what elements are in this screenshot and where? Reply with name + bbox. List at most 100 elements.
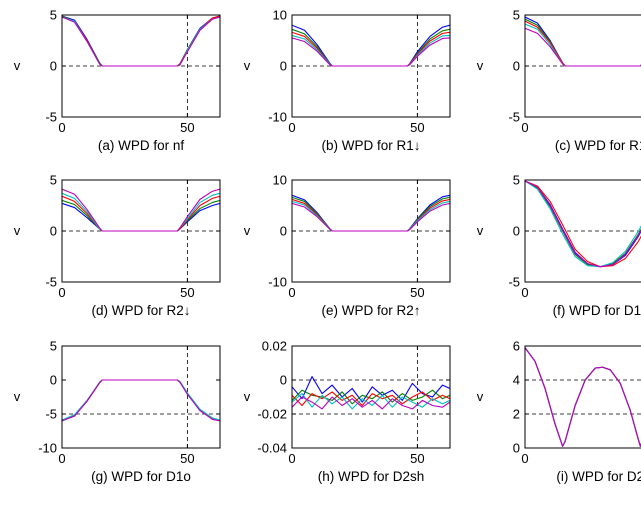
y-tick-label: -5	[45, 110, 57, 125]
chart-caption: (c) WPD for R1↑	[555, 138, 641, 153]
series-line-5	[62, 16, 220, 67]
y-tick-label: 0	[50, 224, 57, 239]
series-line-4	[292, 393, 450, 410]
y-tick-label: 4	[513, 373, 520, 388]
y-axis-label: v	[477, 58, 484, 73]
x-tick-label: 50	[410, 285, 424, 300]
y-tick-label: 5	[513, 173, 520, 188]
x-tick-label: 0	[58, 285, 65, 300]
y-axis-label: v	[244, 223, 251, 238]
x-tick-label: 0	[521, 120, 528, 135]
y-axis-label: v	[477, 389, 484, 404]
chart-panel-9: 0246050v(i) WPD for D2o	[477, 339, 641, 484]
x-tick-label: 0	[288, 451, 295, 466]
y-tick-label: -0.04	[257, 441, 287, 456]
series-group	[292, 194, 450, 232]
axes-frame	[61, 345, 221, 449]
series-group	[525, 347, 641, 447]
axes-frame	[524, 345, 641, 449]
chart-caption: (e) WPD for R2↑	[321, 303, 420, 318]
y-tick-label: 5	[50, 173, 57, 188]
y-axis-label: v	[244, 58, 251, 73]
x-tick-label: 50	[410, 120, 424, 135]
y-tick-label: 0	[280, 373, 287, 388]
y-axis-label: v	[14, 223, 21, 238]
x-tick-label: 0	[521, 285, 528, 300]
y-tick-label: -10	[38, 441, 57, 456]
y-tick-label: 5	[513, 8, 520, 23]
y-tick-label: 5	[50, 339, 57, 354]
chart-caption: (b) WPD for R1↓	[321, 138, 420, 153]
chart-caption: (i) WPD for D2o	[556, 469, 641, 484]
y-tick-label: 0	[280, 224, 287, 239]
series-group	[292, 24, 450, 67]
chart-panel-8: -0.04 -0.02 0 0.02 0 50 v (h) WPD for D2sh	[244, 339, 451, 484]
y-tick-label: -5	[508, 110, 520, 125]
x-tick-label: 0	[58, 120, 65, 135]
series-line-5	[525, 27, 641, 67]
y-tick-label: 0	[50, 373, 57, 388]
y-tick-label: 0	[513, 59, 520, 74]
series-line-5	[62, 188, 220, 232]
chart-caption: (a) WPD for nf	[98, 138, 185, 153]
y-axis-label: v	[14, 389, 21, 404]
series-group	[62, 15, 220, 67]
y-tick-label: -0.02	[257, 407, 287, 422]
series-line-3	[292, 391, 450, 407]
series-group	[62, 188, 220, 232]
y-tick-label: 5	[50, 8, 57, 23]
x-tick-label: 50	[180, 285, 194, 300]
series-group	[525, 16, 641, 67]
y-tick-label: -5	[45, 275, 57, 290]
series-group	[62, 379, 220, 422]
series-line-5	[525, 180, 641, 268]
y-tick-label: 0	[513, 224, 520, 239]
x-tick-label: 0	[521, 451, 528, 466]
series-line-5	[62, 379, 220, 422]
chart-caption: (h) WPD for D2sh	[318, 469, 425, 484]
y-tick-label: -10	[268, 110, 287, 125]
x-tick-label: 0	[288, 120, 295, 135]
plot-area	[62, 346, 220, 448]
plot-area	[292, 346, 450, 448]
y-tick-label: 0	[513, 441, 520, 456]
y-tick-label: -5	[508, 275, 520, 290]
y-axis-label: v	[477, 223, 484, 238]
y-tick-label: 6	[513, 339, 520, 354]
series-line-4	[525, 180, 641, 268]
series-line-5	[292, 396, 450, 410]
chart-caption: (g) WPD for D1o	[91, 469, 191, 484]
series-line-5	[292, 202, 450, 232]
series-line-5	[525, 347, 641, 447]
x-tick-label: 50	[180, 120, 194, 135]
x-tick-label: 50	[180, 451, 194, 466]
y-tick-label: -10	[268, 275, 287, 290]
axes-frame	[291, 345, 451, 449]
y-tick-label: 2	[513, 407, 520, 422]
series-group	[292, 376, 450, 410]
y-axis-label: v	[14, 58, 21, 73]
y-tick-label: 10	[273, 8, 287, 23]
y-tick-label: -5	[45, 407, 57, 422]
chart-caption: (f) WPD for D1sh	[553, 303, 641, 318]
x-tick-label: 0	[58, 451, 65, 466]
y-tick-label: 10	[273, 173, 287, 188]
y-axis-label: v	[244, 389, 251, 404]
y-tick-label: 0.02	[262, 339, 287, 354]
series-group	[525, 180, 641, 268]
chart-caption: (d) WPD for R2↓	[91, 303, 190, 318]
x-tick-label: 0	[288, 285, 295, 300]
y-tick-label: 0	[50, 59, 57, 74]
x-tick-label: 50	[410, 451, 424, 466]
plot-area	[525, 346, 641, 448]
y-tick-label: 0	[280, 59, 287, 74]
series-line-5	[292, 37, 450, 67]
